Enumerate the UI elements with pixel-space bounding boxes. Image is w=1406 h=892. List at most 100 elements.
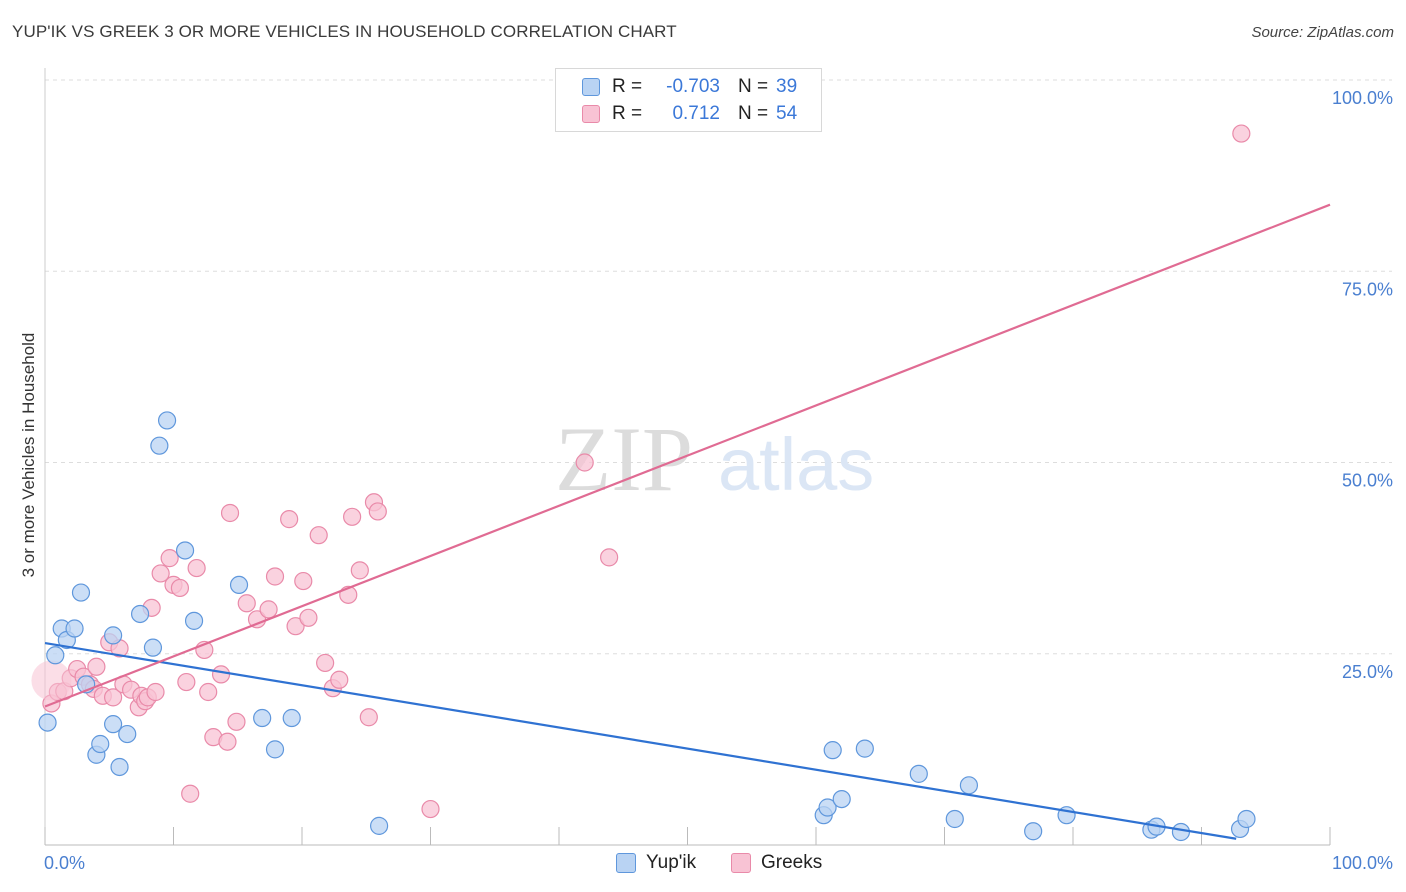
data-point-yupik	[104, 626, 123, 645]
data-point-yupik	[1171, 822, 1191, 842]
data-point-greeks	[294, 571, 313, 591]
legend-r-label: R =	[612, 76, 643, 97]
data-point-greeks	[280, 510, 299, 529]
watermark-zip: ZIP	[555, 408, 693, 510]
data-point-greeks	[177, 672, 196, 692]
series-legend: Yup'ik Greeks	[0, 852, 1406, 878]
data-point-yupik	[110, 757, 129, 777]
data-point-greeks	[1232, 124, 1251, 143]
data-point-yupik	[909, 764, 928, 783]
series-label-greeks: Greeks	[761, 852, 823, 873]
data-point-yupik	[143, 638, 163, 657]
data-point-yupik	[118, 724, 137, 744]
data-point-greeks	[309, 526, 328, 545]
data-point-greeks	[359, 708, 378, 727]
correlation-legend: R = -0.703 N = 39 R = 0.712 N = 54	[555, 68, 822, 132]
y-tick-label: 50.0%	[1342, 471, 1393, 491]
data-point-yupik	[1024, 822, 1043, 841]
data-point-greeks	[220, 503, 240, 523]
tick-labels: 25.0% 50.0% 75.0% 100.0% 0.0% 100.0%	[44, 88, 1393, 873]
source-credit: Source: ZipAtlas.com	[1251, 24, 1394, 41]
trend-line-yupik	[44, 641, 1237, 840]
data-point-yupik	[282, 708, 301, 728]
data-point-yupik	[855, 739, 874, 758]
watermark: ZIP atlas	[555, 408, 874, 510]
legend-row-yupik: R = -0.703 N = 39	[556, 74, 797, 100]
series-swatch-yupik	[616, 853, 636, 873]
series-greeks	[31, 124, 1251, 819]
data-point-yupik	[91, 734, 110, 754]
x-tick-label: 0.0%	[44, 853, 85, 873]
data-point-greeks	[151, 564, 170, 583]
data-point-greeks	[199, 682, 218, 702]
legend-r-label: R =	[612, 103, 643, 124]
data-point-yupik	[265, 740, 285, 759]
series-yupik	[38, 411, 1256, 842]
data-point-greeks	[104, 688, 123, 707]
data-point-greeks	[170, 578, 190, 598]
data-point-greeks	[87, 657, 106, 676]
x-tick-label: 100.0%	[1332, 853, 1393, 873]
data-point-yupik	[832, 789, 851, 809]
data-point-greeks	[218, 732, 237, 751]
watermark-atlas: atlas	[718, 423, 874, 506]
data-point-yupik	[959, 776, 979, 795]
data-point-greeks	[316, 653, 335, 673]
data-point-greeks	[211, 665, 231, 684]
data-point-yupik	[150, 436, 169, 455]
series-label-yupik: Yup'ik	[646, 852, 697, 873]
y-tick-label: 75.0%	[1342, 279, 1393, 299]
data-point-yupik	[38, 713, 57, 732]
data-point-greeks	[421, 799, 440, 819]
legend-r-value: 0.712	[672, 103, 720, 124]
data-point-greeks	[265, 567, 285, 586]
data-point-greeks-cluster	[31, 660, 72, 701]
legend-r-value: -0.703	[666, 76, 720, 97]
data-point-yupik	[229, 575, 249, 595]
legend-swatch-yupik	[582, 78, 600, 96]
legend-row-greeks: R = 0.712 N = 54	[556, 101, 797, 127]
legend-n-label: N =	[738, 76, 769, 97]
data-point-greeks	[146, 682, 165, 702]
legend-n-value: 54	[776, 103, 798, 124]
data-point-greeks	[350, 561, 369, 580]
data-point-greeks	[600, 548, 619, 567]
data-point-yupik	[175, 541, 195, 560]
data-point-greeks	[237, 594, 256, 613]
data-point-yupik	[71, 583, 91, 602]
chart-title: YUP'IK VS GREEK 3 OR MORE VEHICLES IN HO…	[12, 22, 677, 41]
data-point-greeks	[330, 670, 349, 689]
data-point-yupik	[370, 816, 389, 835]
data-point-yupik	[104, 715, 123, 734]
data-point-yupik	[130, 604, 150, 624]
data-point-yupik	[823, 741, 842, 760]
y-axis-label: 3 or more Vehicles in Household	[19, 333, 38, 578]
legend-n-value: 39	[776, 76, 798, 97]
series-swatch-greeks	[731, 853, 751, 873]
data-point-yupik	[184, 611, 204, 630]
data-point-yupik	[1237, 809, 1256, 829]
series-legend-greeks[interactable]: Greeks	[731, 852, 822, 874]
data-point-yupik	[818, 798, 837, 817]
data-point-greeks	[181, 784, 200, 803]
data-point-greeks	[187, 558, 206, 578]
y-tick-label: 100.0%	[1332, 88, 1393, 108]
y-tick-label: 25.0%	[1342, 662, 1393, 682]
data-point-greeks	[368, 502, 387, 521]
data-point-greeks	[299, 608, 318, 627]
data-point-greeks	[160, 549, 179, 568]
data-point-yupik	[945, 809, 964, 829]
data-point-greeks	[343, 507, 362, 526]
series-legend-yupik[interactable]: Yup'ik	[616, 852, 696, 874]
data-point-yupik	[65, 619, 84, 638]
data-point-greeks	[227, 712, 246, 731]
grid-lines	[45, 79, 1392, 655]
data-point-yupik	[157, 411, 177, 430]
data-point-greeks	[286, 617, 305, 636]
trend-lines	[44, 203, 1331, 840]
data-point-yupik	[253, 708, 272, 728]
legend-swatch-greeks	[582, 105, 600, 123]
trend-line-greeks	[44, 203, 1331, 708]
legend-n-label: N =	[738, 103, 769, 124]
